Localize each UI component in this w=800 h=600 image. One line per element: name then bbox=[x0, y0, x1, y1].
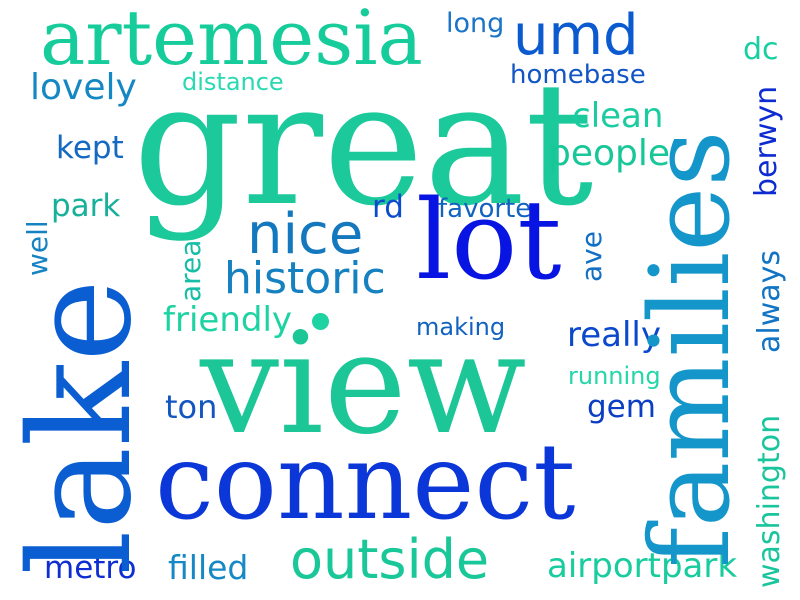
word-washington: washington bbox=[752, 414, 787, 588]
word-really: really bbox=[567, 315, 661, 355]
word-lot: lot bbox=[416, 176, 562, 304]
word-historic: historic bbox=[224, 253, 386, 304]
word-running: running bbox=[568, 362, 661, 390]
word-dc: dc bbox=[743, 32, 779, 67]
word-great: great bbox=[133, 46, 594, 244]
word-long: long bbox=[446, 8, 505, 39]
word-ton: ton bbox=[165, 388, 218, 426]
word-outside: outside bbox=[290, 528, 490, 591]
word-lovely: lovely bbox=[30, 67, 137, 108]
word-rd: rd bbox=[372, 189, 404, 225]
word-favorte: favorte bbox=[438, 194, 532, 224]
word-berwyn: berwyn bbox=[749, 85, 784, 197]
word-ave: ave bbox=[575, 231, 608, 282]
word-artemesia: artemesia bbox=[40, 0, 423, 82]
word-distance: distance bbox=[182, 68, 284, 96]
word-area: area bbox=[174, 239, 207, 302]
word-families: families bbox=[626, 130, 754, 568]
word-airportpark: airportpark bbox=[547, 546, 738, 586]
word-kept: kept bbox=[56, 130, 124, 166]
word-friendly: friendly bbox=[163, 300, 293, 340]
dot-mark bbox=[312, 313, 329, 330]
word-well: well bbox=[21, 220, 54, 276]
word-clean: clean bbox=[572, 96, 664, 136]
word-view: view bbox=[200, 303, 527, 466]
word-lake: lake bbox=[0, 279, 163, 575]
word-always: always bbox=[752, 249, 787, 353]
word-park: park bbox=[51, 188, 121, 224]
word-making: making bbox=[416, 313, 506, 341]
word-connect: connect bbox=[155, 421, 576, 543]
word-gem: gem bbox=[587, 389, 656, 425]
word-metro: metro bbox=[44, 550, 137, 586]
word-homebase: homebase bbox=[510, 60, 646, 90]
word-filled: filled bbox=[168, 548, 249, 587]
word-nice: nice bbox=[247, 202, 364, 267]
word-people: people bbox=[548, 133, 671, 174]
word-umd: umd bbox=[513, 3, 639, 68]
